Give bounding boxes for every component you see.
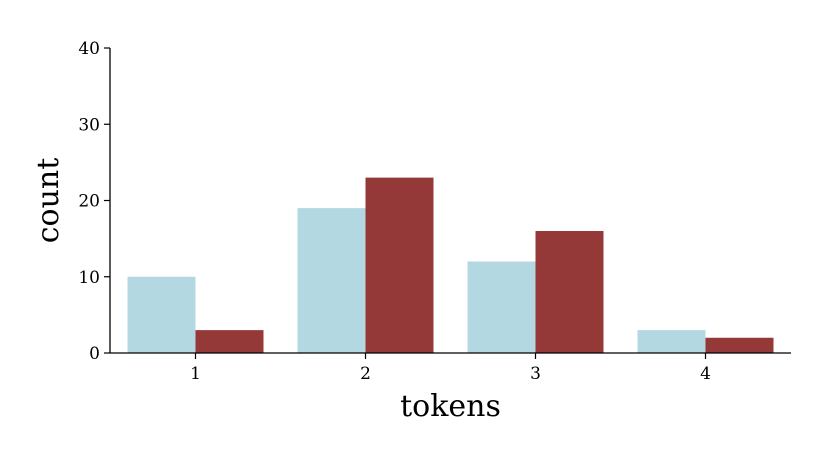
bar-series1-2 [297,208,366,353]
y-axis-title: count [31,158,66,244]
x-tick-label: 4 [700,364,711,384]
bars-group [127,177,774,353]
bar-series1-1 [127,276,196,353]
bar-series2-1 [195,330,264,353]
x-tick-label: 2 [360,364,371,384]
x-axis-title: tokens [400,389,501,424]
bar-series2-2 [365,177,434,353]
y-axis-ticks: 0 10 20 30 40 [78,39,110,364]
y-tick-label: 0 [89,344,100,364]
bar-series2-3 [535,231,604,353]
y-tick-label: 10 [78,268,100,288]
x-tick-label: 1 [190,364,201,384]
x-tick-label: 3 [530,364,541,384]
x-axis-ticks: 1 2 3 4 [190,353,711,384]
bar-series1-3 [467,261,536,353]
y-tick-label: 40 [78,39,100,59]
bar-series1-4 [637,330,706,353]
y-tick-label: 20 [78,192,100,212]
bar-series2-4 [705,337,774,353]
y-tick-label: 30 [78,115,100,135]
